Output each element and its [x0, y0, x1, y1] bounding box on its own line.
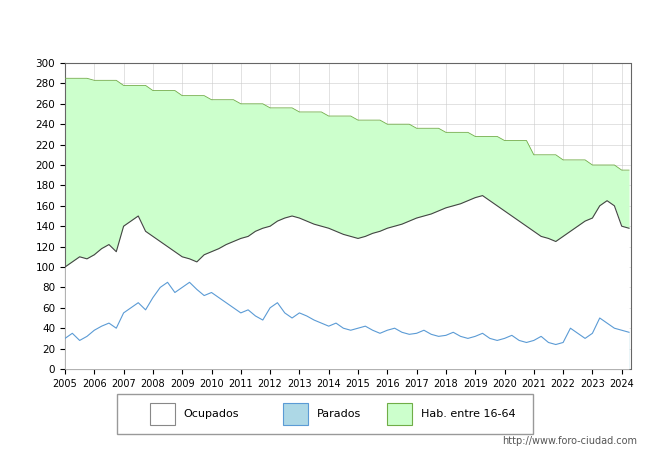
Bar	[387, 403, 412, 425]
Bar	[150, 403, 176, 425]
Text: http://www.foro-ciudad.com: http://www.foro-ciudad.com	[502, 436, 637, 446]
Text: Hab. entre 16-64: Hab. entre 16-64	[421, 409, 515, 419]
Bar	[283, 403, 308, 425]
Text: Parados: Parados	[317, 409, 361, 419]
Text: Ocupados: Ocupados	[183, 409, 239, 419]
Text: Villasbuenas de Gata - Evolucion de la poblacion en edad de Trabajar Mayo de 202: Villasbuenas de Gata - Evolucion de la p…	[77, 21, 573, 33]
